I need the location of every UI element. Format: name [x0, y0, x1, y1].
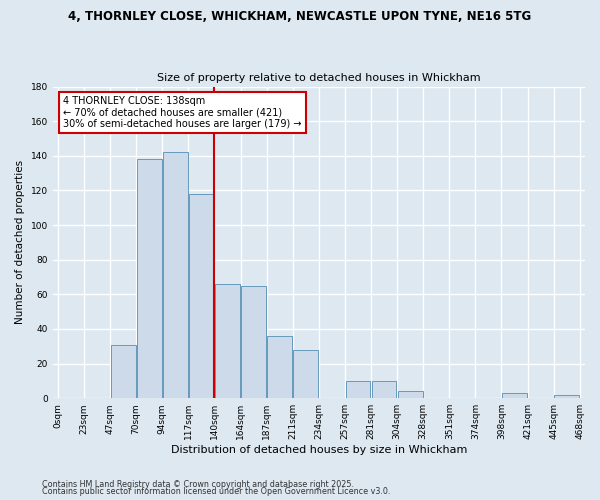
Bar	[189, 194, 214, 398]
Text: Contains public sector information licensed under the Open Government Licence v3: Contains public sector information licen…	[42, 487, 391, 496]
Bar	[111, 344, 136, 398]
Bar	[398, 392, 422, 398]
Text: 4, THORNLEY CLOSE, WHICKHAM, NEWCASTLE UPON TYNE, NE16 5TG: 4, THORNLEY CLOSE, WHICKHAM, NEWCASTLE U…	[68, 10, 532, 23]
Bar	[554, 394, 579, 398]
Bar	[267, 336, 292, 398]
Text: 4 THORNLEY CLOSE: 138sqm
← 70% of detached houses are smaller (421)
30% of semi-: 4 THORNLEY CLOSE: 138sqm ← 70% of detach…	[64, 96, 302, 129]
Bar	[293, 350, 318, 398]
Y-axis label: Number of detached properties: Number of detached properties	[15, 160, 25, 324]
Bar	[241, 286, 266, 398]
Text: Contains HM Land Registry data © Crown copyright and database right 2025.: Contains HM Land Registry data © Crown c…	[42, 480, 354, 489]
Title: Size of property relative to detached houses in Whickham: Size of property relative to detached ho…	[157, 73, 481, 83]
Bar	[371, 381, 397, 398]
X-axis label: Distribution of detached houses by size in Whickham: Distribution of detached houses by size …	[170, 445, 467, 455]
Bar	[502, 393, 527, 398]
Bar	[163, 152, 188, 398]
Bar	[137, 160, 161, 398]
Bar	[346, 381, 370, 398]
Bar	[215, 284, 240, 398]
